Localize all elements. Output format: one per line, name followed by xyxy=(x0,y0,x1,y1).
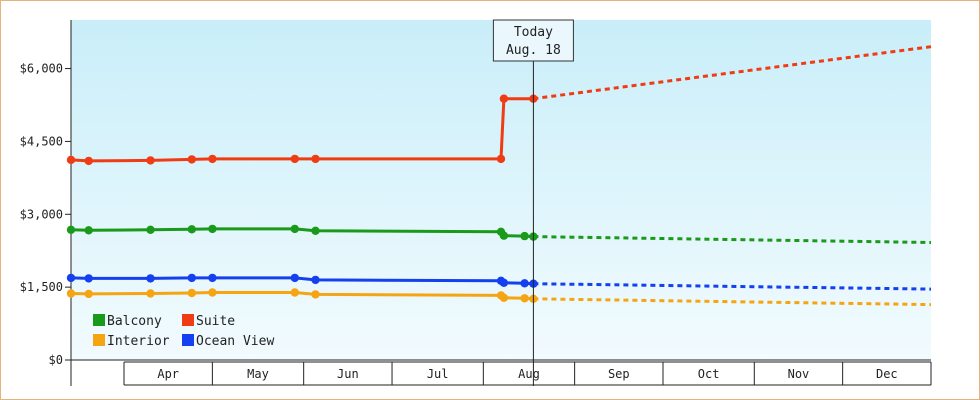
month-label-dec: Dec xyxy=(876,367,898,381)
data-point-suite xyxy=(146,156,155,165)
data-point-balcony xyxy=(187,225,196,234)
y-tick-label: $4,500 xyxy=(20,134,63,148)
data-point-ocean-view xyxy=(84,274,93,283)
legend-swatch-interior xyxy=(93,334,105,346)
data-point-suite xyxy=(66,155,76,165)
data-point-balcony xyxy=(84,226,93,235)
y-tick-label: $0 xyxy=(49,353,63,367)
series-balcony xyxy=(66,224,932,244)
plot-background xyxy=(71,20,931,360)
data-point-interior xyxy=(520,294,529,303)
month-label-may: May xyxy=(247,367,269,381)
data-point-suite xyxy=(311,154,320,164)
data-point-balcony xyxy=(520,231,529,241)
month-label-jun: Jun xyxy=(337,367,359,381)
data-point-interior xyxy=(499,293,509,302)
data-point-interior xyxy=(84,289,93,299)
data-point-ocean-view xyxy=(520,279,529,288)
data-point-balcony xyxy=(499,231,509,240)
series-forecast-ocean-view xyxy=(533,282,932,291)
y-tick-label: $1,500 xyxy=(20,280,63,294)
series-interior xyxy=(66,288,932,307)
legend-swatch-suite xyxy=(182,314,194,326)
data-point-interior xyxy=(146,289,155,298)
data-point-interior xyxy=(290,288,299,297)
legend-label-interior: Interior xyxy=(107,334,170,349)
data-point-balcony xyxy=(208,224,217,234)
month-label-nov: Nov xyxy=(788,367,810,381)
series-forecast-balcony xyxy=(533,235,932,244)
data-point-ocean-view xyxy=(66,273,76,283)
series-forecast-interior xyxy=(533,297,932,307)
today-label-box xyxy=(492,19,574,62)
data-point-suite xyxy=(499,94,509,103)
legend-label-balcony: Balcony xyxy=(107,314,162,329)
data-point-ocean-view xyxy=(146,274,155,283)
data-point-suite xyxy=(84,156,93,166)
data-point-ocean-view xyxy=(187,273,196,283)
data-point-ocean-view xyxy=(290,273,299,283)
series-forecast-suite xyxy=(533,45,932,101)
legend-swatch-balcony xyxy=(93,314,105,326)
month-label-oct: Oct xyxy=(698,367,720,381)
data-point-balcony xyxy=(311,226,320,235)
data-point-balcony xyxy=(146,225,155,234)
today-label-date: Aug. 18 xyxy=(506,43,561,58)
series-suite xyxy=(66,45,932,166)
data-point-ocean-view xyxy=(208,273,217,283)
data-point-ocean-view xyxy=(499,278,509,287)
month-label-apr: Apr xyxy=(157,367,179,381)
data-point-interior xyxy=(311,290,320,299)
data-point-balcony xyxy=(66,225,76,234)
data-point-suite xyxy=(187,155,196,164)
legend-swatch-ocean-view xyxy=(182,334,194,346)
data-point-suite xyxy=(496,154,506,164)
month-label-sep: Sep xyxy=(608,367,630,381)
series-line-suite xyxy=(70,97,534,163)
data-point-suite xyxy=(208,154,217,164)
y-tick-label: $3,000 xyxy=(20,207,63,221)
data-point-interior xyxy=(66,289,76,298)
data-point-balcony xyxy=(290,224,299,234)
y-tick-label: $6,000 xyxy=(20,62,63,76)
month-label-jul: Jul xyxy=(427,367,449,381)
legend-label-suite: Suite xyxy=(196,314,235,329)
data-point-interior xyxy=(187,288,196,298)
series-ocean-view xyxy=(66,273,932,291)
data-point-suite xyxy=(290,154,299,164)
legend-label-ocean-view: Ocean View xyxy=(196,334,274,349)
month-label-aug: Aug xyxy=(518,367,540,381)
today-label-line1: Today xyxy=(514,25,553,40)
data-point-ocean-view xyxy=(311,275,320,285)
data-point-interior xyxy=(208,288,217,297)
